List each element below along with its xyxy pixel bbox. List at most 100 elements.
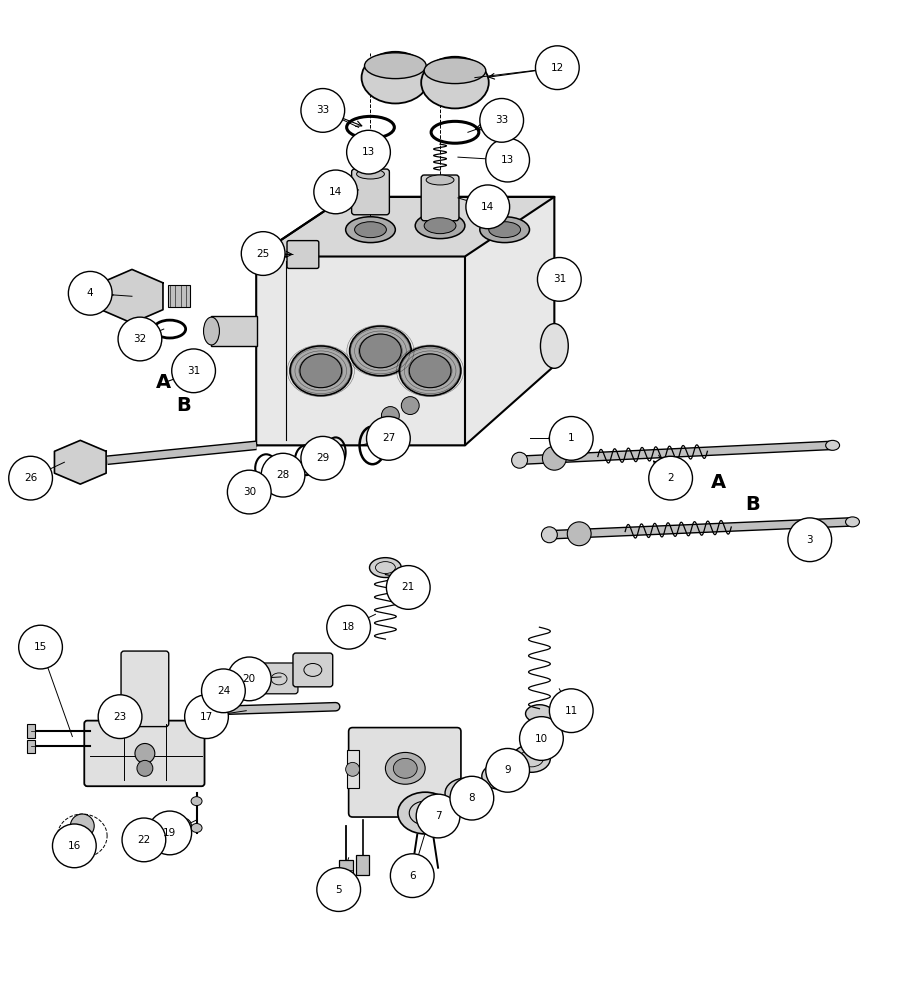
Circle shape (72, 836, 92, 856)
Ellipse shape (362, 52, 429, 103)
Text: 31: 31 (553, 274, 566, 284)
Text: 3: 3 (806, 535, 813, 545)
Circle shape (391, 854, 434, 898)
Circle shape (118, 317, 162, 361)
Ellipse shape (424, 218, 456, 234)
Ellipse shape (393, 758, 418, 778)
Ellipse shape (845, 517, 859, 527)
Ellipse shape (540, 324, 568, 368)
Circle shape (68, 271, 112, 315)
Circle shape (52, 824, 96, 868)
Circle shape (401, 397, 419, 415)
Circle shape (346, 762, 360, 776)
Ellipse shape (290, 346, 352, 396)
FancyBboxPatch shape (121, 651, 168, 727)
Circle shape (176, 818, 192, 834)
Ellipse shape (385, 752, 425, 784)
Circle shape (382, 407, 400, 424)
Bar (27, 724, 34, 738)
Text: 25: 25 (256, 249, 270, 259)
Ellipse shape (526, 705, 554, 723)
Text: 14: 14 (482, 202, 494, 212)
Circle shape (184, 695, 229, 739)
FancyBboxPatch shape (421, 175, 459, 221)
Circle shape (301, 89, 345, 132)
Text: B: B (176, 396, 191, 415)
Text: 29: 29 (316, 453, 329, 463)
Circle shape (450, 776, 494, 820)
Ellipse shape (300, 354, 342, 388)
Ellipse shape (203, 317, 220, 345)
Text: B: B (746, 495, 760, 514)
Polygon shape (256, 197, 554, 257)
Circle shape (649, 456, 692, 500)
Ellipse shape (355, 222, 386, 238)
Text: 13: 13 (362, 147, 375, 157)
Ellipse shape (356, 169, 384, 179)
Ellipse shape (346, 217, 395, 243)
Ellipse shape (398, 792, 453, 834)
Circle shape (480, 98, 524, 142)
Circle shape (148, 811, 192, 855)
Ellipse shape (370, 558, 401, 578)
Bar (338, 860, 353, 880)
Circle shape (386, 566, 430, 609)
Circle shape (135, 743, 155, 763)
Circle shape (202, 669, 246, 713)
Text: 32: 32 (133, 334, 147, 344)
Ellipse shape (191, 823, 202, 832)
Ellipse shape (480, 217, 529, 243)
Ellipse shape (364, 53, 426, 79)
Circle shape (172, 349, 215, 393)
Circle shape (314, 170, 357, 214)
Ellipse shape (482, 763, 517, 789)
Text: 22: 22 (138, 835, 150, 845)
FancyBboxPatch shape (293, 653, 333, 687)
Circle shape (542, 527, 557, 543)
Text: 17: 17 (200, 712, 213, 722)
FancyBboxPatch shape (260, 663, 298, 694)
Ellipse shape (421, 57, 489, 108)
Text: 11: 11 (564, 706, 578, 716)
Text: 27: 27 (382, 433, 395, 443)
Ellipse shape (360, 334, 401, 368)
Circle shape (366, 417, 410, 460)
Bar (27, 740, 34, 753)
Polygon shape (101, 269, 163, 323)
FancyBboxPatch shape (85, 721, 204, 786)
Circle shape (486, 748, 529, 792)
Circle shape (301, 436, 345, 480)
Circle shape (567, 522, 591, 546)
Text: 33: 33 (316, 105, 329, 115)
Circle shape (228, 470, 271, 514)
Bar (167, 285, 190, 307)
Text: 26: 26 (24, 473, 37, 483)
FancyBboxPatch shape (352, 169, 390, 215)
Ellipse shape (400, 346, 461, 396)
Polygon shape (256, 197, 554, 445)
FancyBboxPatch shape (348, 728, 461, 817)
Text: 2: 2 (667, 473, 674, 483)
Circle shape (416, 794, 460, 838)
Circle shape (203, 703, 220, 719)
Text: A: A (157, 373, 171, 392)
Circle shape (346, 130, 391, 174)
Text: 31: 31 (187, 366, 200, 376)
Ellipse shape (445, 778, 485, 808)
Circle shape (122, 818, 166, 862)
Circle shape (19, 625, 62, 669)
Text: 15: 15 (34, 642, 47, 652)
Text: 28: 28 (276, 470, 290, 480)
Bar (212, 316, 257, 346)
Text: 16: 16 (68, 841, 81, 851)
Text: 24: 24 (217, 686, 230, 696)
Circle shape (241, 232, 285, 275)
Circle shape (543, 446, 566, 470)
Ellipse shape (424, 58, 486, 84)
Circle shape (519, 717, 563, 760)
Text: 20: 20 (243, 674, 256, 684)
Circle shape (98, 695, 142, 739)
Text: 14: 14 (329, 187, 342, 197)
Polygon shape (55, 440, 106, 484)
Ellipse shape (349, 326, 411, 376)
